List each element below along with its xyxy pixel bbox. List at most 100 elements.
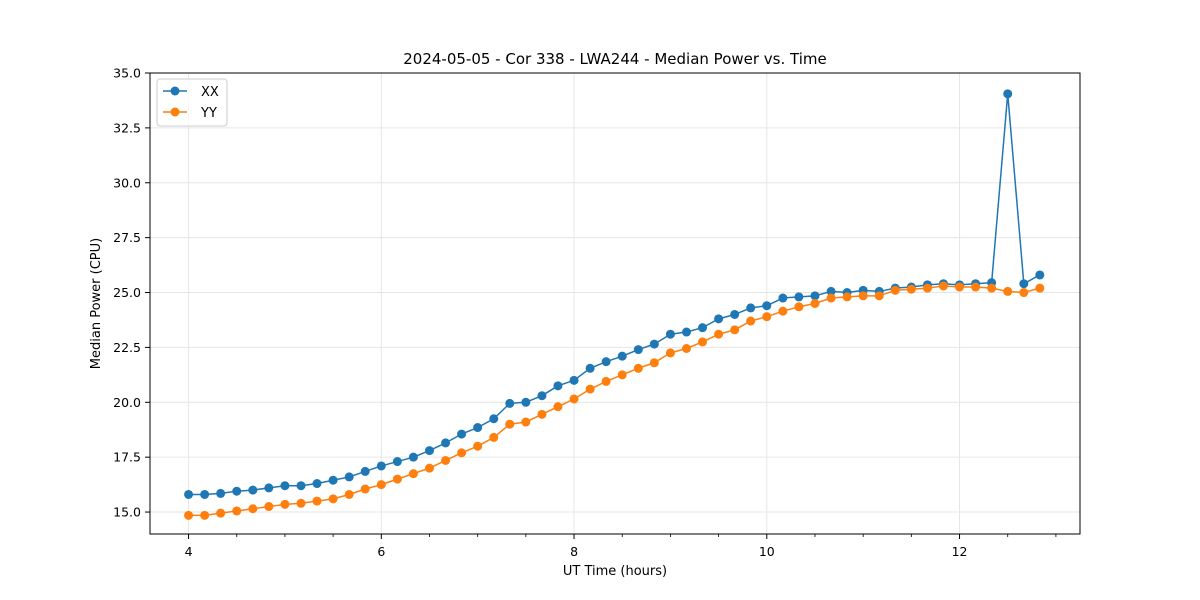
data-point-yy bbox=[826, 293, 836, 303]
series-layer bbox=[184, 89, 1045, 520]
data-point-yy bbox=[457, 448, 467, 458]
data-point-yy bbox=[408, 469, 418, 479]
data-point-xx bbox=[826, 286, 836, 296]
data-point-yy bbox=[617, 370, 627, 380]
data-point-xx bbox=[360, 466, 370, 476]
y-axis-label: Median Power (CPU) bbox=[89, 238, 104, 369]
data-point-xx bbox=[489, 414, 499, 424]
data-point-yy bbox=[376, 480, 386, 490]
x-tick-label: 8 bbox=[570, 544, 578, 559]
data-point-xx bbox=[553, 381, 563, 391]
data-point-yy bbox=[778, 306, 788, 316]
data-point-yy bbox=[874, 291, 884, 301]
data-point-xx bbox=[216, 488, 226, 498]
data-point-yy bbox=[264, 502, 274, 512]
data-point-yy bbox=[762, 312, 772, 322]
data-point-yy bbox=[312, 496, 322, 506]
data-point-yy bbox=[633, 363, 643, 373]
data-point-xx bbox=[441, 438, 451, 448]
series-yy bbox=[184, 281, 1045, 520]
y-tick-label: 20.0 bbox=[113, 395, 141, 410]
data-point-yy bbox=[649, 358, 659, 368]
data-point-yy bbox=[987, 283, 997, 293]
data-point-xx bbox=[569, 375, 579, 385]
data-point-xx bbox=[248, 485, 258, 495]
data-point-yy bbox=[922, 283, 932, 293]
data-point-yy bbox=[971, 282, 981, 292]
data-point-xx bbox=[264, 483, 274, 493]
legend-label-yy: YY bbox=[200, 106, 217, 121]
legend-marker-yy bbox=[170, 107, 180, 117]
plot-frame bbox=[149, 72, 1081, 535]
data-point-xx bbox=[312, 479, 322, 489]
data-point-xx bbox=[762, 301, 772, 311]
data-point-xx bbox=[794, 292, 804, 302]
data-point-yy bbox=[890, 285, 900, 295]
data-point-yy bbox=[858, 291, 868, 301]
data-point-xx bbox=[328, 475, 338, 485]
data-point-yy bbox=[232, 506, 242, 516]
data-point-yy bbox=[569, 394, 579, 404]
data-point-yy bbox=[200, 510, 210, 520]
data-point-yy bbox=[505, 419, 515, 429]
data-point-xx bbox=[682, 327, 692, 337]
data-point-yy bbox=[714, 329, 724, 339]
data-point-yy bbox=[392, 474, 402, 484]
data-point-yy bbox=[665, 348, 675, 358]
data-point-xx bbox=[505, 398, 515, 408]
data-point-xx bbox=[585, 363, 595, 373]
data-point-yy bbox=[842, 292, 852, 302]
data-point-yy bbox=[730, 325, 740, 335]
data-point-yy bbox=[746, 316, 756, 326]
data-point-yy bbox=[216, 508, 226, 518]
data-point-xx bbox=[617, 351, 627, 361]
data-point-xx bbox=[1003, 89, 1013, 99]
data-point-yy bbox=[810, 299, 820, 308]
data-point-xx bbox=[778, 293, 788, 303]
data-point-xx bbox=[665, 329, 675, 339]
data-point-yy bbox=[248, 504, 258, 514]
data-point-xx bbox=[633, 345, 643, 355]
legend: XX YY bbox=[156, 78, 228, 127]
data-point-yy bbox=[698, 337, 708, 347]
x-tick-label: 12 bbox=[952, 544, 968, 559]
data-point-yy bbox=[794, 302, 804, 312]
data-point-xx bbox=[408, 452, 418, 462]
data-point-yy bbox=[441, 455, 451, 465]
data-point-xx bbox=[424, 446, 434, 456]
data-point-yy bbox=[537, 409, 547, 419]
data-point-xx bbox=[296, 481, 306, 491]
data-point-yy bbox=[955, 282, 965, 292]
data-point-yy bbox=[184, 510, 194, 520]
y-axis: 15.0 17.5 20.0 22.5 25.0 27.5 30.0 32.5 35.0 bbox=[113, 66, 150, 520]
x-axis-label: UT Time (hours) bbox=[563, 564, 667, 579]
y-tick-label: 25.0 bbox=[113, 285, 141, 300]
y-tick-label: 30.0 bbox=[113, 175, 141, 190]
data-point-xx bbox=[457, 429, 467, 439]
data-point-xx bbox=[344, 472, 354, 482]
data-point-xx bbox=[698, 323, 708, 333]
data-point-yy bbox=[489, 432, 499, 442]
data-point-xx bbox=[730, 309, 740, 319]
x-tick-label: 10 bbox=[759, 544, 775, 559]
data-point-xx bbox=[280, 481, 290, 491]
data-point-yy bbox=[1035, 283, 1045, 293]
data-point-yy bbox=[585, 384, 595, 394]
data-point-xx bbox=[473, 423, 483, 433]
y-tick-label: 17.5 bbox=[113, 450, 141, 465]
legend-marker-xx bbox=[170, 86, 180, 96]
data-point-xx bbox=[810, 291, 820, 301]
data-point-yy bbox=[601, 376, 611, 386]
chart-title: 2024-05-05 - Cor 338 - LWA244 - Median P… bbox=[403, 50, 827, 68]
data-point-xx bbox=[1019, 279, 1029, 289]
data-point-xx bbox=[649, 339, 659, 349]
data-point-yy bbox=[280, 499, 290, 509]
data-point-yy bbox=[1003, 286, 1013, 296]
data-point-xx bbox=[232, 486, 242, 496]
data-point-xx bbox=[521, 397, 531, 407]
data-point-xx bbox=[200, 489, 210, 499]
data-point-yy bbox=[473, 441, 483, 451]
y-tick-label: 35.0 bbox=[113, 66, 141, 81]
data-point-xx bbox=[1035, 270, 1045, 280]
